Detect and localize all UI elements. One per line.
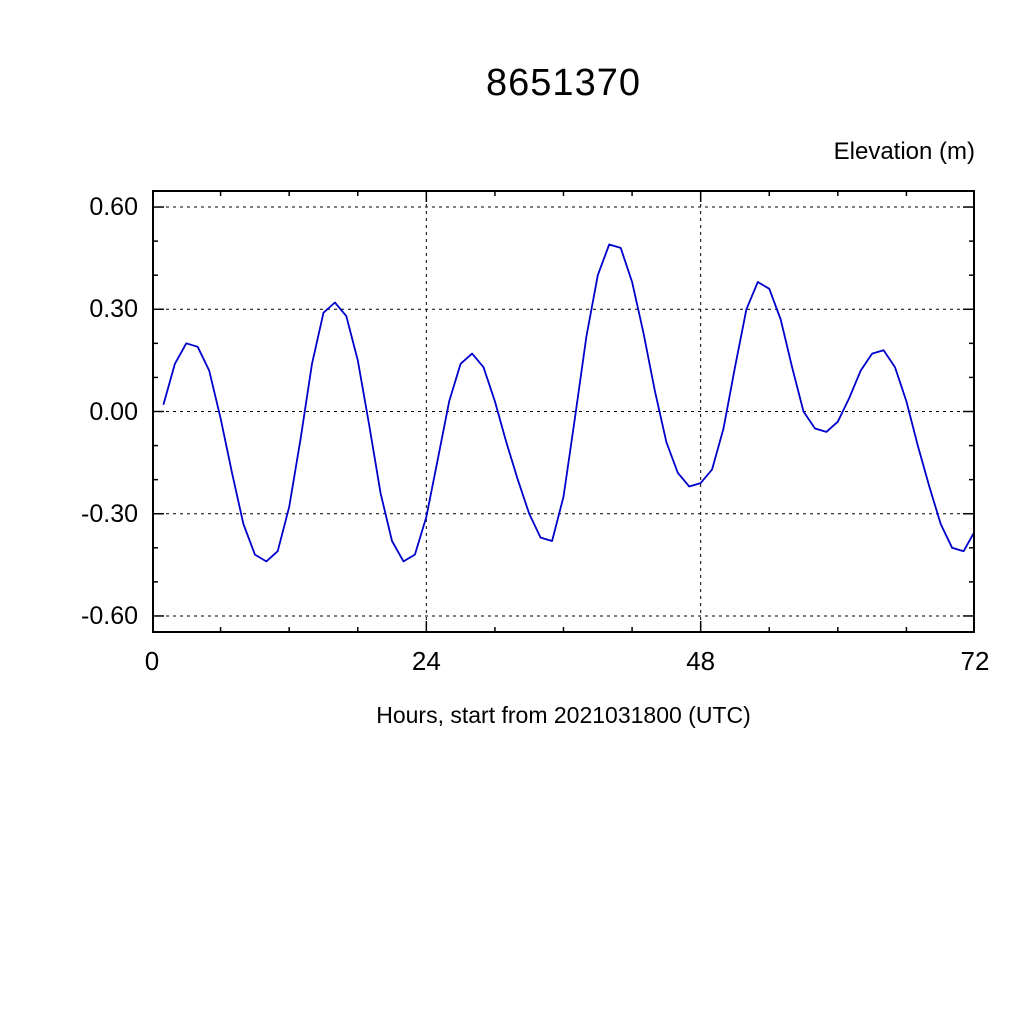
y-tick-label: -0.60 xyxy=(81,601,138,630)
x-tick-label: 0 xyxy=(144,646,160,676)
plot-area xyxy=(151,190,976,633)
y-tick-label: 0.00 xyxy=(89,397,138,426)
elevation-line xyxy=(162,243,976,563)
x-axis-title: Hours, start from 2021031800 (UTC) xyxy=(376,702,751,728)
y-tick-label: 0.30 xyxy=(89,295,138,324)
y-tick-label: 0.60 xyxy=(89,193,138,222)
chart-title: 8651370 xyxy=(486,62,641,104)
plot-frame xyxy=(152,190,975,633)
y-tick-label: -0.30 xyxy=(81,499,138,528)
chart-canvas xyxy=(151,190,976,633)
x-tick-label: 24 xyxy=(411,646,441,676)
x-tick-label: 72 xyxy=(960,646,990,676)
y-axis-title: Elevation (m) xyxy=(833,138,975,165)
x-tick-label: 48 xyxy=(686,646,716,676)
